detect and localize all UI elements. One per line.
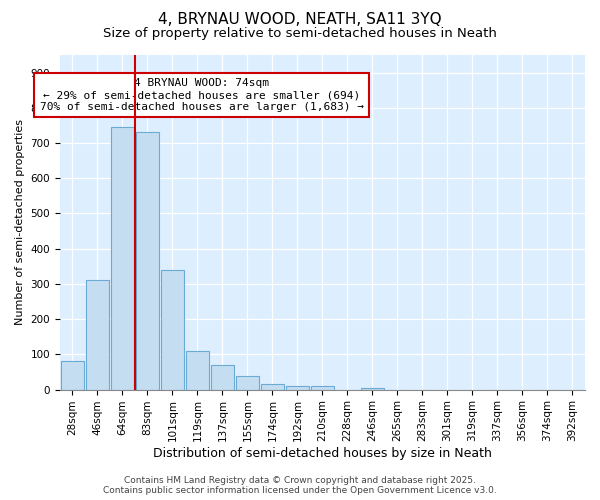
Bar [211,365,234,390]
Text: 4, BRYNAU WOOD, NEATH, SA11 3YQ: 4, BRYNAU WOOD, NEATH, SA11 3YQ [158,12,442,28]
Bar [186,351,209,390]
Bar [161,270,184,390]
Bar [86,280,109,390]
Text: Contains HM Land Registry data © Crown copyright and database right 2025.
Contai: Contains HM Land Registry data © Crown c… [103,476,497,495]
Bar [236,376,259,390]
Bar [136,132,159,390]
Bar [111,127,134,390]
Text: 4 BRYNAU WOOD: 74sqm
← 29% of semi-detached houses are smaller (694)
70% of semi: 4 BRYNAU WOOD: 74sqm ← 29% of semi-detac… [40,78,364,112]
Bar [286,386,309,390]
Y-axis label: Number of semi-detached properties: Number of semi-detached properties [15,120,25,326]
X-axis label: Distribution of semi-detached houses by size in Neath: Distribution of semi-detached houses by … [153,447,492,460]
Text: Size of property relative to semi-detached houses in Neath: Size of property relative to semi-detach… [103,28,497,40]
Bar [311,386,334,390]
Bar [261,384,284,390]
Bar [61,362,84,390]
Bar [361,388,384,390]
